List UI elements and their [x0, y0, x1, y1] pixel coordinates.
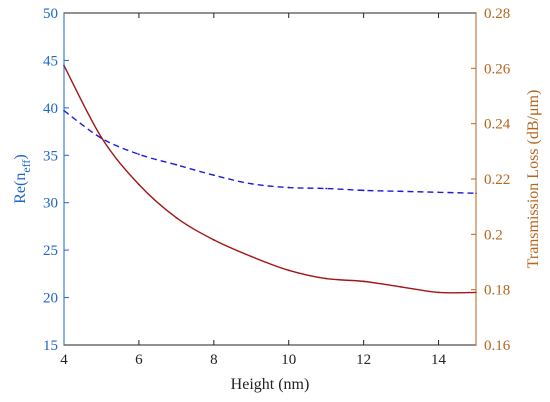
- y-axis-left-label-close: ): [12, 154, 29, 159]
- y-axis-left-label: Re(neff): [12, 154, 33, 204]
- series-point-re-neff: [437, 191, 440, 194]
- series-point-transmission-loss: [362, 280, 365, 283]
- series-point-transmission-loss: [400, 286, 402, 288]
- series-point-re-neff: [362, 189, 365, 192]
- series-point-transmission-loss: [138, 183, 140, 186]
- series-point-transmission-loss: [100, 136, 103, 139]
- y-right-tick-label: 0.26: [484, 61, 511, 77]
- y-left-tick-label: 50: [43, 6, 58, 22]
- x-axis-label: Height (nm): [231, 376, 310, 393]
- y-right-tick-label: 0.28: [484, 6, 510, 22]
- y-right-tick-label: 0.16: [484, 338, 511, 354]
- y-left-tick-label: 20: [43, 291, 58, 307]
- series-point-re-neff: [325, 187, 328, 190]
- series-line-transmission-loss: [63, 65, 477, 294]
- x-tick-label: 4: [60, 352, 68, 368]
- y-left-tick-label: 25: [43, 243, 58, 259]
- y-left-tick-label: 40: [43, 101, 58, 117]
- series-point-re-neff: [287, 186, 290, 189]
- y-left-tick-label: 30: [43, 196, 58, 212]
- x-tick-label: 8: [210, 352, 218, 368]
- x-tick-label: 6: [135, 352, 143, 368]
- y-right-tick-label: 0.22: [484, 172, 510, 188]
- y-axis-left-label-subscript: eff: [19, 160, 33, 173]
- series-point-re-neff: [400, 190, 402, 193]
- y-left-tick-label: 35: [43, 148, 58, 164]
- series-point-transmission-loss: [325, 277, 328, 280]
- series-point-transmission-loss: [250, 255, 253, 258]
- plot-area: [64, 13, 476, 345]
- x-tick-label: 12: [356, 352, 371, 368]
- series-point-re-neff: [212, 174, 215, 177]
- series-point-transmission-loss: [212, 238, 215, 241]
- series-point-re-neff: [138, 153, 140, 156]
- series-point-transmission-loss: [287, 269, 290, 272]
- y-left-tick-label: 45: [43, 53, 58, 69]
- y-axis-left-label-main: Re(n: [12, 173, 29, 204]
- series-point-transmission-loss: [175, 216, 178, 219]
- y-right-tick-label: 0.24: [484, 117, 511, 133]
- series-point-re-neff: [175, 163, 178, 166]
- series-point-transmission-loss: [437, 291, 440, 294]
- y-right-tick-label: 0.18: [484, 283, 510, 299]
- series-line-re-neff: [63, 110, 477, 194]
- y-right-tick-label: 0.2: [484, 227, 503, 243]
- y-axis-right-label: Transmission Loss (dB/μm): [525, 90, 542, 269]
- series-point-re-neff: [250, 182, 253, 185]
- x-tick-label: 10: [281, 352, 296, 368]
- x-tick-label: 14: [431, 352, 447, 368]
- y-left-tick-label: 15: [43, 338, 58, 354]
